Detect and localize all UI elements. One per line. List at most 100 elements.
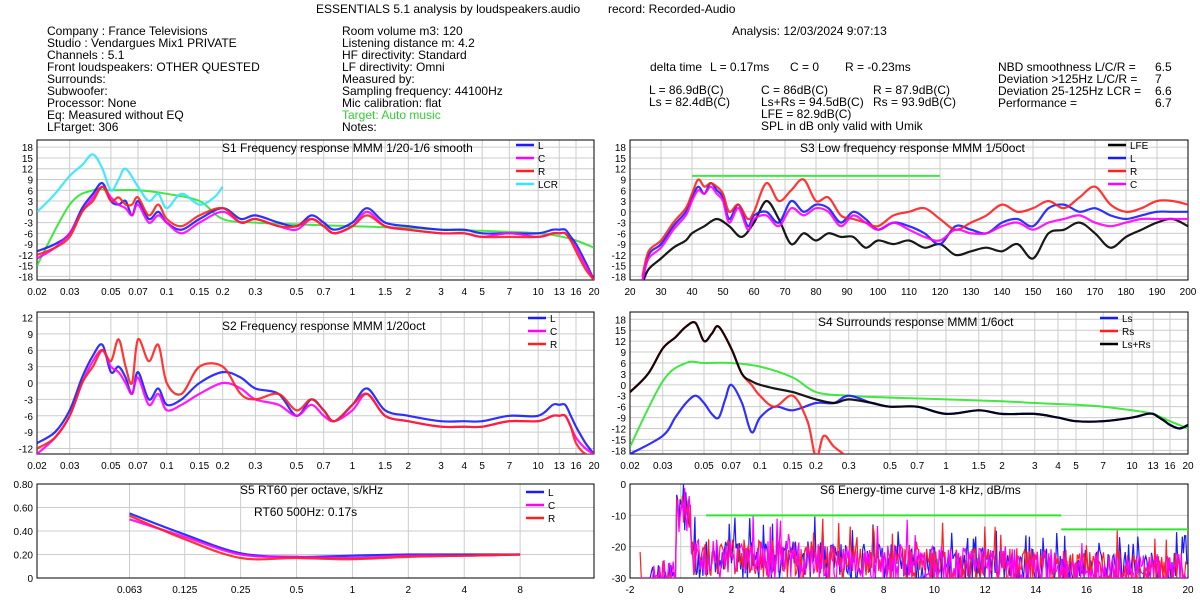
- y-tick-label: -9: [24, 240, 33, 251]
- y-tick-label: 0: [620, 381, 626, 392]
- x-tick-label: 0.2: [216, 287, 230, 298]
- x-tick-label: 12: [980, 585, 992, 596]
- x-tick-label: 40: [686, 287, 698, 298]
- x-tick-label: 13: [554, 287, 566, 298]
- y-tick-label: 0.80: [14, 480, 34, 491]
- y-tick-label: 12: [615, 337, 627, 348]
- plot-frame: [629, 483, 1189, 579]
- x-tick-label: 80: [810, 287, 822, 298]
- series-group: [639, 484, 1188, 578]
- x-tick-label: 0.15: [783, 461, 803, 472]
- info-target: Target: Auto music: [342, 108, 441, 122]
- y-tick-label: 18: [615, 143, 627, 154]
- x-tick-label: 1.5: [378, 287, 392, 298]
- chart-s5: 0.80 0.60 0.40 0.20 0 0.063 0.125 0.25 0.5 1 2 4 8 S5…: [14, 480, 595, 596]
- x-tick-label: 60: [748, 287, 760, 298]
- y-tick-label: -20: [612, 543, 627, 554]
- x-tick-label: 3: [438, 287, 444, 298]
- y-tick-label: -12: [612, 251, 627, 262]
- y-tick-label: 9: [27, 175, 33, 186]
- info-studio: Studio : Vendargues Mix1 PRIVATE: [47, 36, 237, 50]
- series-group: [630, 321, 1188, 454]
- x-tick-label: 70: [779, 287, 791, 298]
- x-tick-label: 1.5: [378, 461, 392, 472]
- metric-performance-label: Performance =: [998, 96, 1078, 110]
- chart-title-s4: S4 Surrounds response MMM 1/6oct: [818, 315, 1014, 329]
- y-tick-label: -3: [617, 392, 626, 403]
- x-tick-label: 0.15: [190, 287, 210, 298]
- legend-label: C: [538, 154, 545, 165]
- x-tick-label: 0.2: [809, 461, 823, 472]
- legend-label: L: [550, 314, 556, 325]
- x-tick-label: 10: [1126, 461, 1138, 472]
- y-tick-label: -9: [24, 428, 33, 439]
- y-tick-label: 12: [22, 165, 34, 176]
- info-subwoofer: Subwoofer:: [47, 84, 108, 98]
- chart-title-s3: S3 Low frequency response MMM 1/50oct: [800, 141, 1025, 155]
- legend-label: R: [548, 514, 555, 525]
- legend-label: R: [550, 340, 557, 351]
- x-tick-label: 160: [1056, 287, 1073, 298]
- y-tick-label: -30: [612, 574, 627, 585]
- record-name: record: Recorded-Audio: [608, 2, 736, 16]
- info-mic-calibration: Mic calibration: flat: [342, 96, 442, 110]
- y-tick-label: 0.40: [14, 527, 34, 538]
- spl-rs: Rs = 93.9dB(C): [873, 95, 957, 109]
- spl-lfe: LFE = 82.9dB(C): [761, 107, 852, 121]
- plot-frame: [36, 311, 595, 455]
- x-tick-label: 14: [1030, 585, 1042, 596]
- info-lf-directivity: LF directivity: Omni: [342, 60, 445, 74]
- x-tick-label: 16: [570, 287, 582, 298]
- legend-label: L: [538, 141, 544, 152]
- x-tick-label: 0.25: [231, 585, 251, 596]
- plot-frame: [36, 139, 595, 281]
- legend-label: L: [548, 488, 554, 499]
- x-tick-label: 100: [870, 287, 887, 298]
- y-tick-label: 3: [27, 363, 33, 374]
- x-tick-label: 0.05: [101, 287, 121, 298]
- x-tick-label: 0.05: [694, 461, 714, 472]
- y-tick-label: -15: [19, 262, 34, 273]
- series-line-ls-rs: [630, 321, 1188, 430]
- x-tick-label: 5: [479, 461, 485, 472]
- x-tick-label: 8: [517, 585, 523, 596]
- y-tick-label: -12: [19, 445, 34, 456]
- info-listening-distance: Listening distance m: 4.2: [342, 36, 475, 50]
- y-tick-label: -9: [617, 240, 626, 251]
- y-tick-label: -12: [19, 251, 34, 262]
- x-tick-label: 110: [901, 287, 917, 298]
- metric-dev-lf-label: Deviation 25-125Hz LCR =: [998, 84, 1142, 98]
- plot-frame: [36, 483, 595, 579]
- y-tick-label: 18: [615, 315, 627, 326]
- series-line-c: [641, 185, 1188, 280]
- x-tick-label: 2: [406, 287, 412, 298]
- series-line-r: [129, 514, 521, 561]
- x-tick-label: 0.02: [27, 287, 47, 298]
- x-tick-label: 13: [554, 461, 566, 472]
- series-line-l: [37, 181, 594, 280]
- x-tick-label: 8: [881, 585, 887, 596]
- x-tick-label: 4: [1055, 461, 1061, 472]
- delta-time-label: delta time: [650, 60, 703, 74]
- x-tick-label: 140: [994, 287, 1011, 298]
- info-hf-directivity: HF directivity: Standard: [342, 48, 467, 62]
- x-tick-label: -2: [626, 585, 635, 596]
- x-tick-label: 0.3: [842, 461, 856, 472]
- y-tick-label: 6: [620, 186, 626, 197]
- spl-l: L = 86.9dB(C): [649, 83, 724, 97]
- x-tick-label: 2: [999, 461, 1005, 472]
- x-tick-label: 0.1: [753, 461, 767, 472]
- chart-title-s1: S1 Frequency response MMM 1/20-1/6 smoot…: [222, 141, 473, 155]
- x-tick-label: 120: [932, 287, 949, 298]
- info-mid: Room volume m3: 120 Listening distance m…: [342, 25, 503, 133]
- series-line-r: [641, 178, 1188, 277]
- series-line-target: [630, 360, 1188, 448]
- x-tick-label: 0.03: [653, 461, 673, 472]
- report-title: ESSENTIALS 5.1 analysis by loudspeakers.…: [316, 2, 581, 16]
- y-tick-label: 3: [620, 197, 626, 208]
- y-tick-label: 15: [615, 326, 627, 337]
- x-tick-label: 4: [461, 287, 467, 298]
- x-tick-label: 16: [570, 461, 582, 472]
